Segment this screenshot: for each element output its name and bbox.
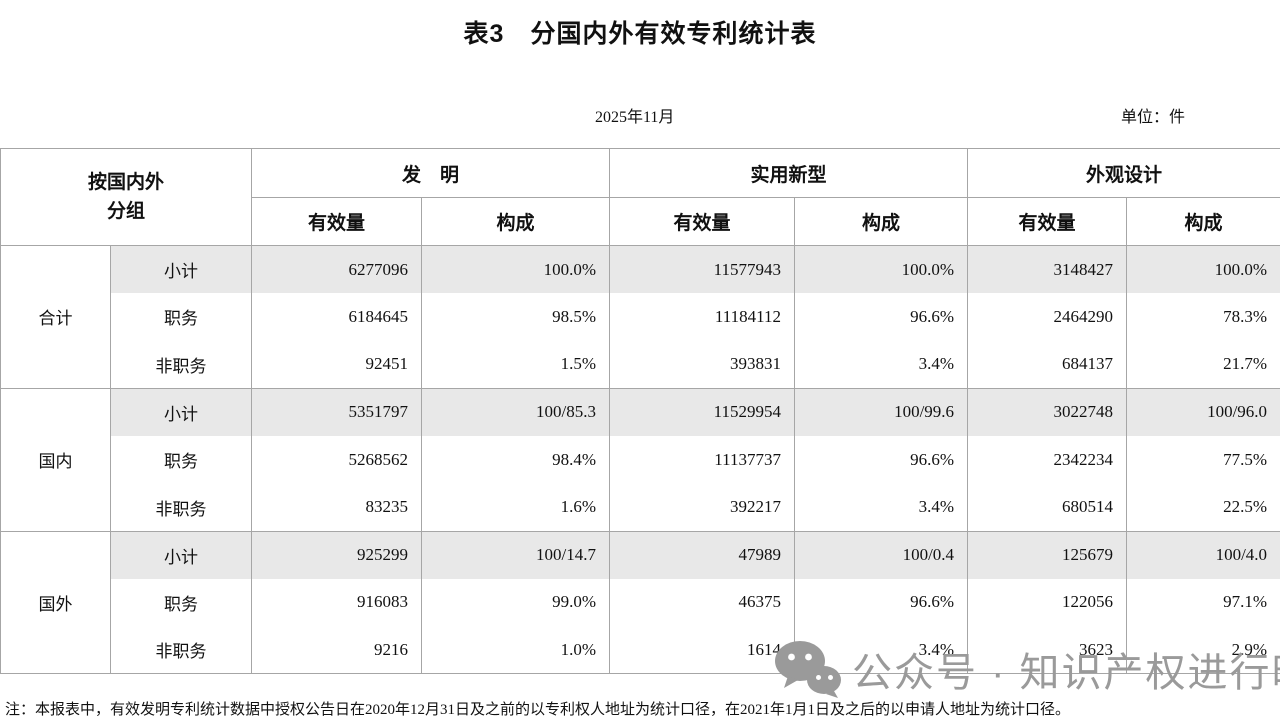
cell-value: 5351797: [251, 387, 423, 436]
table-row: 非职务 92451 1.5% 393831 3.4% 684137 21.7%: [1, 340, 1280, 389]
cell-value: 2464290: [967, 293, 1128, 341]
cell-value: 6184645: [251, 293, 423, 341]
subheader-utility-valid: 有效量: [609, 197, 796, 246]
row-label: 小计: [109, 530, 253, 579]
table-row: 国外 小计 925299 100/14.7 47989 100/0.4 1256…: [0, 530, 1280, 674]
subheader-invention-share: 构成: [421, 197, 611, 246]
cell-value: 6277096: [251, 245, 423, 294]
subheader-design-share: 构成: [1126, 197, 1280, 246]
table-row: 国内 小计 5351797 100/85.3 11529954 100/99.6…: [0, 387, 1280, 532]
cell-value: 22.5%: [1126, 483, 1280, 532]
row-label: 非职务: [109, 626, 253, 674]
patent-statistics-table: 按国内外 分组 发 明 实用新型 外观设计 有效量 构成 有效量 构成 有效量 …: [0, 148, 1280, 675]
block-domestic: 国内 小计 5351797 100/85.3 11529954 100/99.6…: [0, 387, 1280, 532]
cell-value: 3148427: [967, 245, 1128, 294]
cell-value: 1.0%: [421, 626, 611, 674]
cell-value: 393831: [609, 340, 796, 389]
subheader-utility-share: 构成: [794, 197, 969, 246]
cell-value: 3.4%: [794, 483, 969, 532]
column-group-utility-model: 实用新型: [609, 148, 969, 198]
cell-value: 98.5%: [421, 293, 611, 341]
watermark-text: 公众号 · 知识产权进行时: [852, 651, 1280, 695]
table-row: 职务 6184645 98.5% 11184112 96.6% 2464290 …: [1, 293, 1280, 341]
cell-value: 100.0%: [1126, 245, 1280, 294]
cell-value: 9216: [251, 626, 423, 674]
cell-value: 92451: [251, 340, 423, 389]
cell-value: 96.6%: [794, 435, 969, 484]
row-label: 职务: [109, 435, 253, 484]
cell-value: 46375: [609, 578, 796, 627]
row-label: 小计: [109, 245, 253, 294]
column-group-invention: 发 明: [251, 148, 611, 198]
row-label: 小计: [109, 387, 253, 436]
cell-value: 1.5%: [421, 340, 611, 389]
cell-value: 680514: [967, 483, 1128, 532]
cell-value: 1614: [609, 626, 796, 674]
row-group-label-foreign: 国外: [0, 530, 111, 674]
cell-value: 3.4%: [794, 340, 969, 389]
cell-value: 100/14.7: [421, 530, 611, 579]
row-label: 职务: [109, 578, 253, 627]
footnote: 注：本报表中，有效发明专利统计数据中授权公告日在2020年12月31日及之前的以…: [5, 702, 1071, 718]
subheader-invention-valid: 有效量: [251, 197, 423, 246]
cell-value: 1.6%: [421, 483, 611, 532]
cell-value: 11184112: [609, 293, 796, 341]
cell-value: 83235: [251, 483, 423, 532]
cell-value: 100.0%: [794, 245, 969, 294]
table-row: 非职务 83235 1.6% 392217 3.4% 680514 22.5%: [1, 483, 1280, 532]
page-title: 表3 分国内外有效专利统计表: [463, 20, 817, 48]
cell-value: 11529954: [609, 387, 796, 436]
cell-value: 100/85.3: [421, 387, 611, 436]
cell-value: 392217: [609, 483, 796, 532]
cell-value: 77.5%: [1126, 435, 1280, 484]
cell-value: 3623: [967, 626, 1128, 674]
cell-value: 3022748: [967, 387, 1128, 436]
cell-value: 916083: [251, 578, 423, 627]
cell-value: 78.3%: [1126, 293, 1280, 341]
cell-value: 100/0.4: [794, 530, 969, 579]
wechat-icon: [775, 641, 841, 698]
block-total: 合计 小计 6277096 100.0% 11577943 100.0% 314…: [0, 245, 1280, 389]
row-label: 非职务: [109, 483, 253, 532]
cell-value: 97.1%: [1126, 578, 1280, 627]
cell-value: 5268562: [251, 435, 423, 484]
cell-value: 99.0%: [421, 578, 611, 627]
cell-value: 122056: [967, 578, 1128, 627]
cell-value: 11137737: [609, 435, 796, 484]
subheader-design-valid: 有效量: [967, 197, 1128, 246]
cell-value: 11577943: [609, 245, 796, 294]
cell-value: 100.0%: [421, 245, 611, 294]
cell-value: 125679: [967, 530, 1128, 579]
table-row: 合计 小计 6277096 100.0% 11577943 100.0% 314…: [0, 245, 1280, 389]
row-group-label-domestic: 国内: [0, 387, 111, 532]
cell-value: 925299: [251, 530, 423, 579]
table-row: 职务 916083 99.0% 46375 96.6% 122056 97.1%: [1, 578, 1280, 627]
row-label: 非职务: [109, 340, 253, 389]
cell-value: 96.6%: [794, 578, 969, 627]
cell-value: 96.6%: [794, 293, 969, 341]
cell-value: 100/99.6: [794, 387, 969, 436]
cell-value: 21.7%: [1126, 340, 1280, 389]
column-header-grouping: 按国内外 分组: [0, 148, 253, 246]
watermark: 公众号 · 知识产权进行时: [774, 640, 1280, 698]
cell-value: 98.4%: [421, 435, 611, 484]
block-foreign: 国外 小计 925299 100/14.7 47989 100/0.4 1256…: [0, 530, 1280, 674]
cell-value: 47989: [609, 530, 796, 579]
report-period: 2025年11月: [595, 109, 675, 126]
unit-label: 单位：件: [1120, 109, 1185, 126]
table-row: 非职务 9216 1.0% 1614 3.4% 3623 2.9%: [1, 626, 1280, 674]
table-row: 职务 5268562 98.4% 11137737 96.6% 2342234 …: [1, 435, 1280, 484]
cell-value: 684137: [967, 340, 1128, 389]
column-group-design: 外观设计: [967, 148, 1280, 198]
cell-value: 100/96.0: [1126, 387, 1280, 436]
cell-value: 2342234: [967, 435, 1128, 484]
cell-value: 100/4.0: [1126, 530, 1280, 579]
cell-value: 2.9%: [1126, 626, 1280, 674]
row-label: 职务: [109, 293, 253, 341]
row-group-label-total: 合计: [0, 245, 111, 389]
